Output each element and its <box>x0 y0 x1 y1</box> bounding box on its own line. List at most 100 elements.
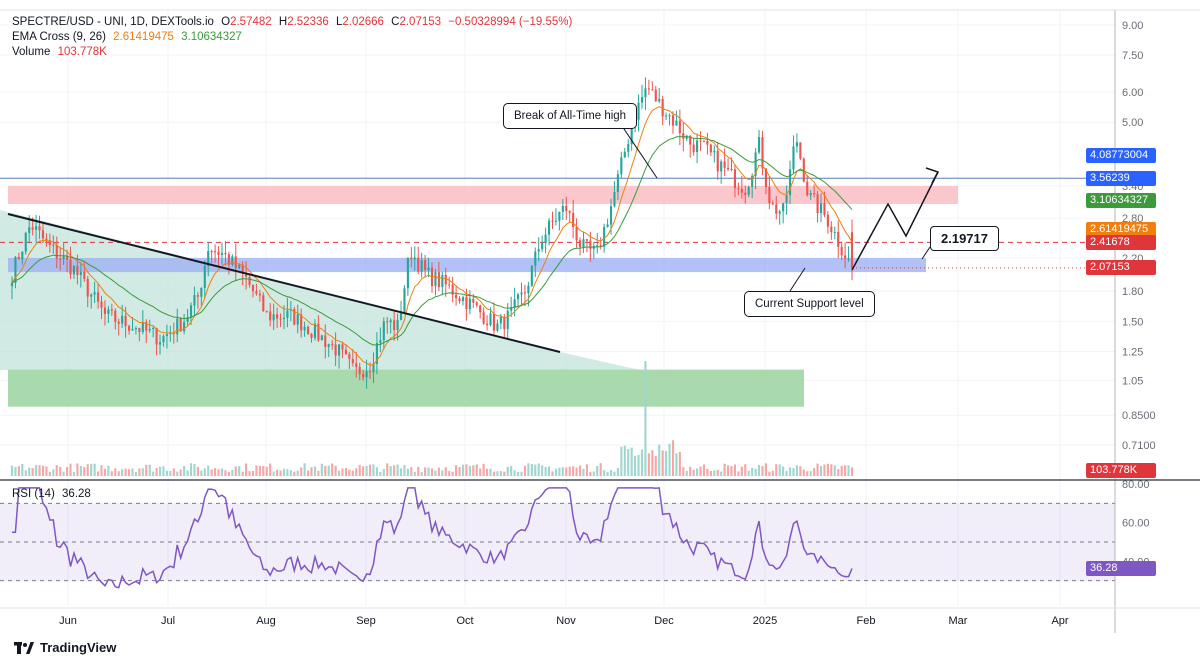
volume-bar <box>637 454 640 476</box>
volume-bar <box>685 470 688 476</box>
ema-slow-line <box>11 136 853 346</box>
candle-body <box>59 258 62 260</box>
volume-bar <box>348 469 351 476</box>
volume-bar <box>21 463 24 476</box>
candle-body <box>424 260 427 271</box>
volume-bar <box>124 468 127 476</box>
y-tick-label: 0.8500 <box>1122 410 1156 422</box>
high-label: H <box>278 16 288 28</box>
candle-body <box>551 220 554 222</box>
candle-body <box>630 126 633 145</box>
candle-body <box>585 239 588 241</box>
volume-bar <box>258 465 261 476</box>
volume-bar <box>658 444 661 476</box>
candle-body <box>303 326 306 331</box>
candle-body <box>527 285 530 294</box>
x-tick-label: Nov <box>556 615 576 627</box>
y-tick-label: 1.50 <box>1122 316 1143 328</box>
candle-body <box>668 115 671 117</box>
brand-name: TradingView <box>40 640 117 655</box>
candle-body <box>448 284 451 286</box>
volume-bar <box>31 468 34 476</box>
candle-body <box>441 275 444 288</box>
candle-body <box>93 292 96 295</box>
volume-bar <box>406 468 409 476</box>
volume-bar <box>599 463 602 476</box>
volume-bar <box>585 464 588 476</box>
volume-bar <box>403 465 406 476</box>
candle-body <box>31 227 34 230</box>
volume-bar <box>90 463 93 476</box>
volume-bar <box>775 464 778 476</box>
candle-body <box>582 239 585 248</box>
volume-bar <box>692 469 695 476</box>
candle-body <box>251 284 255 292</box>
volume-bar <box>630 447 633 476</box>
volume-bar <box>344 467 348 476</box>
tradingview-logo[interactable]: TradingView <box>14 640 116 655</box>
volume-bar <box>458 466 461 476</box>
volume-bar <box>592 471 595 476</box>
candle-body <box>761 137 764 169</box>
candle-body <box>103 307 107 314</box>
volume-bar <box>448 471 451 476</box>
candle-body <box>754 152 757 176</box>
candle-body <box>623 151 626 158</box>
candle-body <box>795 142 798 147</box>
candle-body <box>520 292 523 295</box>
volume-bar <box>506 466 509 476</box>
volume-bar <box>131 468 134 476</box>
volume-bar <box>634 455 637 476</box>
volume-bar <box>613 471 616 476</box>
candle-body <box>365 371 368 378</box>
volume-bar <box>276 469 279 476</box>
candle-body <box>613 192 616 207</box>
volume-bar <box>726 465 730 476</box>
volume-bar <box>792 467 795 476</box>
candle-body <box>647 88 650 90</box>
volume-bar <box>702 464 706 476</box>
volume-bar <box>840 465 843 476</box>
candle-body <box>751 175 754 187</box>
volume-bar <box>723 463 726 476</box>
candle-body <box>740 189 743 193</box>
volume-bar <box>382 468 385 476</box>
volume-bar <box>114 468 117 476</box>
y-tick-label: 5.00 <box>1122 117 1143 129</box>
candle-body <box>413 257 416 260</box>
volume-bar <box>200 470 203 476</box>
volume-bar <box>537 463 540 476</box>
volume-bar <box>455 465 458 476</box>
candle-body <box>320 335 323 341</box>
ema-fast-value: 2.61419475 <box>113 31 174 43</box>
candle-body <box>189 305 193 317</box>
volume-bar <box>24 470 27 476</box>
volume-bar <box>451 471 454 476</box>
volume-bars <box>10 361 854 476</box>
candle-body <box>730 169 733 171</box>
volume-bar <box>816 463 819 476</box>
volume-bar <box>255 465 258 476</box>
candle-body <box>434 272 437 287</box>
candle-body <box>699 140 702 142</box>
candle-body <box>69 259 72 275</box>
volume-bar <box>757 465 761 476</box>
volume-bar <box>362 466 365 476</box>
candle-body <box>479 305 482 313</box>
candle-body <box>489 313 492 326</box>
volume-bar <box>751 467 754 476</box>
volume-bar <box>503 471 506 476</box>
volume-bar <box>771 470 774 476</box>
volume-bar <box>492 471 496 476</box>
candle-body <box>606 224 609 227</box>
volume-label: Volume <box>12 46 51 58</box>
candle-body <box>637 102 640 120</box>
candle-body <box>121 315 124 324</box>
volume-bar <box>813 468 816 476</box>
volume-bar <box>55 465 58 476</box>
candle-body <box>516 294 520 300</box>
candle-body <box>341 344 344 350</box>
volume-bar <box>575 467 578 476</box>
volume-bar <box>675 453 678 476</box>
